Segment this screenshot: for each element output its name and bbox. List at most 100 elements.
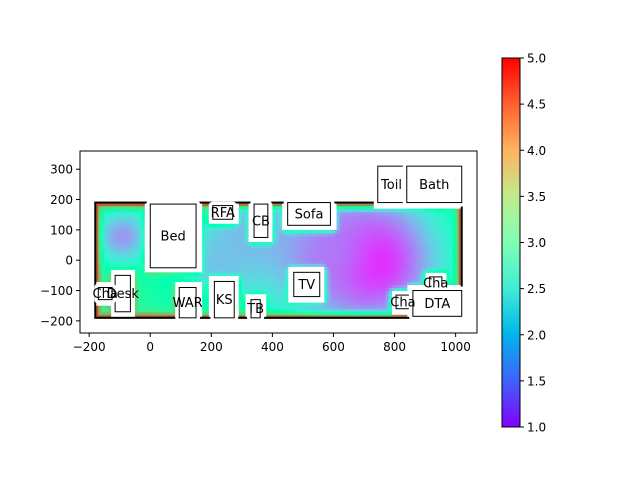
heatmap-cell [232, 260, 237, 264]
heatmap-cell [238, 308, 243, 313]
heatmap-cell [388, 260, 393, 264]
heatmap-cell [281, 269, 286, 273]
heatmap-cell [119, 202, 124, 207]
heatmap-cell [403, 220, 408, 225]
heatmap-cell [257, 275, 261, 279]
heatmap-cell [327, 296, 332, 301]
heatmap-cell [391, 242, 396, 246]
heatmap-cell [327, 242, 332, 246]
heatmap-cell [409, 235, 414, 240]
heatmap-cell [345, 208, 350, 213]
heatmap-cell [141, 229, 145, 234]
heatmap-cell [269, 254, 273, 258]
furniture-label: Bed [161, 229, 186, 244]
heatmap-cell [354, 251, 359, 255]
heatmap-cell [376, 248, 380, 252]
heatmap-cell [98, 226, 102, 231]
heatmap-cell [208, 251, 212, 255]
heatmap-cell [446, 275, 451, 279]
heatmap-cell [357, 232, 362, 237]
heatmap-cell [428, 220, 432, 225]
heatmap-cell [141, 302, 145, 307]
heatmap-cell [354, 217, 359, 222]
heatmap-cell [263, 254, 267, 258]
heatmap-cell [455, 220, 460, 225]
heatmap-cell [351, 202, 356, 207]
heatmap-cell [422, 238, 426, 243]
heatmap-cell [165, 281, 170, 286]
heatmap-cell [254, 260, 258, 264]
heatmap-cell [345, 223, 350, 228]
heatmap-cell [422, 248, 426, 252]
heatmap-cell [327, 290, 332, 295]
heatmap-cell [379, 242, 383, 246]
heatmap-cell [370, 217, 374, 222]
heatmap-cell [370, 214, 374, 219]
heatmap-cell [406, 263, 411, 267]
heatmap-cell [321, 302, 325, 307]
heatmap-cell [275, 296, 280, 301]
heatmap-cell [342, 260, 347, 264]
heatmap-cell [302, 254, 307, 258]
heatmap-cell [238, 299, 243, 304]
heatmap-cell [266, 302, 270, 307]
heatmap-cell [269, 308, 273, 313]
furniture-box [149, 203, 197, 269]
heatmap-cell [336, 226, 341, 231]
heatmap-cell [232, 251, 237, 255]
heatmap-cell [348, 269, 353, 273]
heatmap-cell [205, 245, 209, 249]
heatmap-cell [357, 229, 362, 234]
heatmap-cell [431, 238, 435, 243]
heatmap-cell [409, 278, 414, 283]
heatmap-cell [244, 235, 249, 240]
heatmap-cell [376, 299, 380, 304]
heatmap-cell [449, 235, 454, 240]
heatmap-cell [425, 223, 429, 228]
heatmap-cell [373, 299, 377, 304]
heatmap-cell [141, 220, 145, 225]
heatmap-cell [290, 232, 295, 237]
heatmap-cell [208, 254, 212, 258]
heatmap-cell [376, 296, 380, 301]
heatmap-cell [376, 208, 380, 213]
heatmap-cell [354, 272, 359, 276]
heatmap-cell [305, 251, 310, 255]
heatmap-cell [351, 232, 356, 237]
heatmap-cell [269, 284, 273, 289]
furniture-box [412, 290, 463, 317]
heatmap-cell [241, 287, 246, 292]
heatmap-cell [333, 290, 338, 295]
heatmap-cell [409, 220, 414, 225]
heatmap-cell [107, 248, 112, 252]
heatmap-cell [330, 257, 335, 261]
heatmap-cell [266, 266, 270, 270]
heatmap-cell [287, 260, 292, 264]
heatmap-cell [418, 275, 423, 279]
heatmap-cell [370, 314, 374, 319]
heatmap-cell [107, 202, 112, 207]
heatmap-cell [370, 229, 374, 234]
heatmap-cell [440, 211, 445, 216]
heatmap-cell [205, 290, 209, 295]
heatmap-cell [247, 281, 252, 286]
heatmap-cell [131, 205, 136, 210]
heatmap-cell [128, 266, 133, 270]
heatmap-cell [131, 251, 136, 255]
heatmap-cell [330, 260, 335, 264]
heatmap-cell [119, 211, 124, 216]
heatmap-cell [125, 260, 130, 264]
heatmap-cell [205, 296, 209, 301]
heatmap-cell [254, 272, 258, 276]
heatmap-cell [434, 211, 438, 216]
heatmap-cell [98, 229, 102, 234]
heatmap-cell [278, 269, 283, 273]
furniture-box [250, 299, 261, 319]
heatmap-cell [388, 257, 393, 261]
heatmap-cell [153, 299, 157, 304]
heatmap-cell [388, 220, 393, 225]
heatmap-cell [156, 290, 160, 295]
heatmap-cell [379, 290, 383, 295]
heatmap-cell [370, 278, 374, 283]
heatmap-cell [309, 260, 313, 264]
